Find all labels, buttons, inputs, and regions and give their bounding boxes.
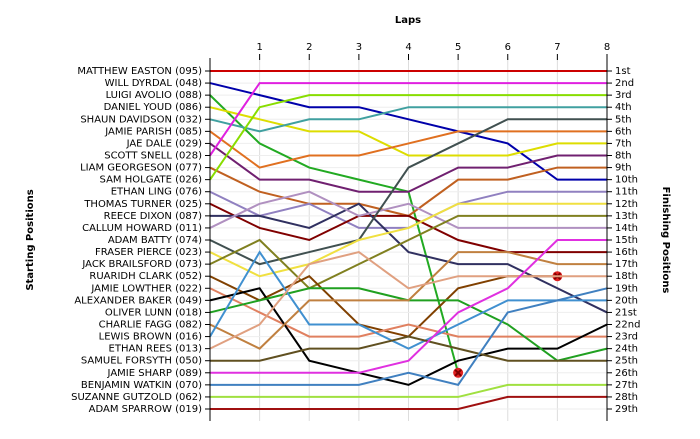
series-line [209,251,607,350]
finish-label: 10th [615,175,638,186]
start-label: OLIVER LUNN (018) [105,307,202,318]
start-label: THOMAS TURNER (025) [83,199,202,210]
finish-label: 1st [615,66,631,77]
series-line [210,383,607,398]
finish-label: 7th [615,138,632,149]
start-label: REECE DIXON (087) [104,211,202,222]
series-line [209,214,607,290]
start-label: BENJAMIN WATKIN (070) [81,380,202,391]
finish-label: 11th [615,187,638,198]
start-label: ETHAN LING (076) [111,187,202,198]
finish-label: 24th [615,344,638,355]
series-line [210,395,607,410]
start-label: LUIGI AVOLIO (088) [106,90,203,101]
x-tick-label: 1 [256,42,262,53]
x-tick-label: 2 [306,42,312,53]
x-tick-label: 7 [554,42,560,53]
start-label: SAMUEL FORSYTH (050) [81,356,202,367]
finish-label: 28th [615,392,638,403]
start-label: SAM HOLGATE (026) [100,175,203,186]
start-label: JAMIE PARISH (085) [104,126,202,137]
series-line [209,94,607,181]
finish-label: 13th [615,211,638,222]
finish-label: 20th [615,295,638,306]
start-label: ALEXANDER BAKER (049) [74,295,202,306]
start-label: RUARIDH CLARK (052) [89,271,202,282]
start-label: SUZANNE GUTZOLD (062) [71,392,202,403]
y2-axis-title: Finishing Positions [660,187,671,294]
series-line [210,202,608,314]
x-tick-label: 5 [455,42,461,53]
finish-label: 26th [615,368,638,379]
finish-label: 18th [615,271,638,282]
start-label: DANIEL YOUD (086) [104,102,202,113]
finish-label: 23rd [615,332,638,343]
finish-label: 3rd [615,90,632,101]
start-label: JACK BRAILSFORD (073) [81,259,202,270]
series-line [210,335,607,362]
finish-label: 25th [615,356,638,367]
x-tick-label: 3 [356,42,362,53]
finish-label: 16th [615,247,638,258]
finish-label: 8th [615,151,632,162]
series-line [209,142,607,193]
series-line [209,106,607,133]
series-line [209,287,607,338]
finish-label: 6th [615,126,632,137]
finish-label: 2nd [615,78,634,89]
start-label: ADAM SPARROW (019) [89,404,202,415]
finish-label: 19th [615,283,638,294]
finish-label: 5th [615,114,632,125]
plot [209,70,608,410]
series-line [209,202,607,254]
series-line [209,250,607,350]
start-label: ETHAN REES (013) [109,344,203,355]
start-label: SCOTT SNELL (028) [104,151,202,162]
series-line [209,82,607,181]
retired-marker [453,367,464,378]
series-line [209,190,607,229]
retired-marker-x [454,369,462,377]
finish-label: 27th [615,380,638,391]
x-tick-label: 6 [505,42,511,53]
series-line [209,275,558,338]
series-line [209,130,607,169]
start-label: JAMIE LOWTHER (022) [90,283,202,294]
start-label: MATTHEW EASTON (095) [77,66,202,77]
series-line [209,118,607,266]
start-label: CALLUM HOWARD (011) [82,223,202,234]
x-tick-label: 4 [405,42,411,53]
start-label: ADAM BATTY (074) [108,235,202,246]
start-label: SHAUN DAVIDSON (032) [80,114,202,125]
finish-label: 17th [615,259,638,270]
series-line [210,287,608,386]
series-line [209,94,460,374]
series-line [209,82,607,157]
start-label: JAMIE SHARP (089) [107,368,203,379]
series-line [209,250,607,350]
start-label: LEWIS BROWN (016) [99,332,202,343]
finish-label: 29th [615,404,638,415]
finish-label: 21st [615,307,637,318]
finish-label: 4th [615,102,632,113]
finish-label: 22nd [615,320,640,331]
finish-label: 15th [615,235,638,246]
start-label: FRASER PIERCE (023) [95,247,202,258]
finish-label: 9th [615,163,632,174]
series-line [209,106,607,157]
start-label: WILL DYRDAL (048) [105,78,202,89]
x-axis-title: Laps [395,15,421,26]
x-tick-label: 8 [604,42,610,53]
series-line [209,202,607,278]
finish-label: 12th [615,199,638,210]
series-line [210,239,607,374]
finish-label: 14th [615,223,638,234]
start-label: CHARLIE FAGG (082) [99,320,202,331]
start-label: JAE DALE (029) [126,138,203,149]
start-label: LIAM GEORGESON (077) [80,163,202,174]
y-axis-title: Starting Positions [25,189,36,290]
